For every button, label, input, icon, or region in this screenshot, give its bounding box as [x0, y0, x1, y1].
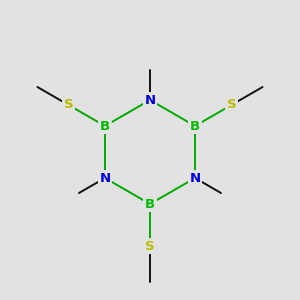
Text: S: S: [226, 98, 236, 112]
Text: N: N: [190, 172, 201, 184]
Text: B: B: [145, 197, 155, 211]
Text: N: N: [144, 94, 156, 106]
Text: B: B: [190, 119, 200, 133]
Text: N: N: [99, 172, 110, 184]
Text: S: S: [64, 98, 74, 112]
Text: B: B: [100, 119, 110, 133]
Text: S: S: [145, 239, 155, 253]
